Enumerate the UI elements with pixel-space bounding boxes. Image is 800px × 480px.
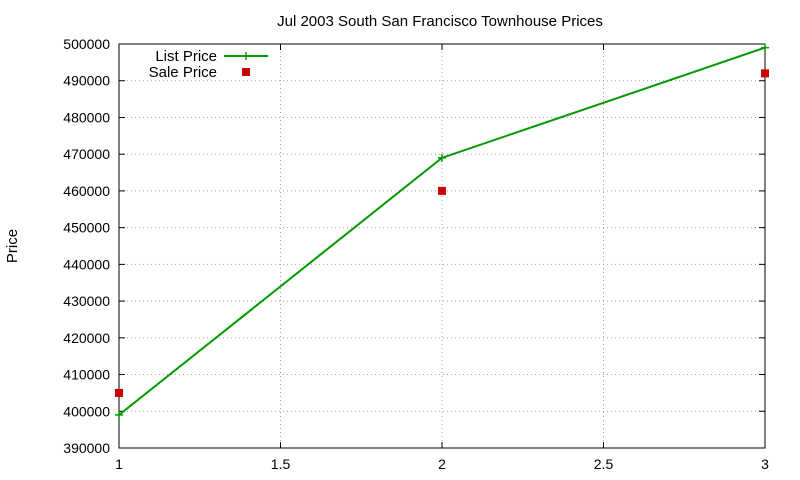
axis-ticks: 390000 400000 410000 420000 430000 440000 4500…: [63, 36, 769, 472]
y-tick-label: 480000: [63, 109, 110, 125]
list-price-point: [761, 43, 769, 52]
list-price-point: [115, 410, 123, 419]
y-tick-label: 410000: [63, 367, 110, 383]
legend-marker-list-price: [242, 52, 250, 60]
series-layer: [115, 43, 769, 419]
y-tick-label: 430000: [63, 293, 110, 309]
y-tick-label: 500000: [63, 36, 110, 52]
y-tick-label: 450000: [63, 220, 110, 236]
list-price-line: [118, 46, 766, 416]
x-tick-label: 3: [761, 456, 769, 472]
series-sale-price: [115, 69, 769, 397]
legend-label-sale-price: Sale Price: [149, 64, 217, 81]
series-list-price: [115, 43, 769, 419]
y-tick-label: 440000: [63, 256, 110, 272]
list-price-point: [438, 153, 446, 162]
y-axis-label: Price: [4, 229, 21, 263]
x-tick-label: 1: [115, 456, 123, 472]
legend-label-list-price: List Price: [155, 48, 217, 65]
sale-price-point: [761, 69, 769, 78]
x-tick-label: 2.5: [594, 456, 614, 472]
y-tick-label: 470000: [63, 146, 110, 162]
x-tick-label: 2: [438, 456, 446, 472]
y-tick-label: 400000: [63, 403, 110, 419]
x-tick-label: 1.5: [271, 456, 291, 472]
grid: [119, 44, 765, 448]
y-tick-label: 460000: [63, 183, 110, 199]
legend-marker-sale-price: [242, 68, 250, 76]
sale-price-point: [115, 388, 123, 397]
y-tick-label: 490000: [63, 73, 110, 89]
sale-price-point: [438, 186, 446, 195]
chart-title: Jul 2003 South San Francisco Townhouse P…: [277, 13, 603, 30]
y-tick-label: 420000: [63, 330, 110, 346]
y-tick-label: 390000: [63, 440, 110, 456]
